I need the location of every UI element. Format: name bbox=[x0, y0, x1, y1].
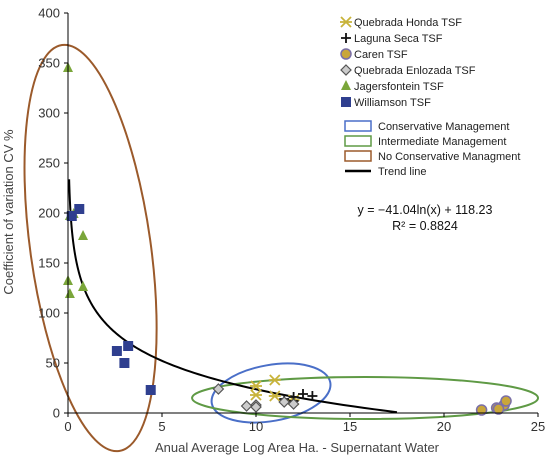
data-point bbox=[307, 391, 318, 401]
legend-entry: Quebrada Enlozada TSF bbox=[354, 65, 476, 77]
y-axis-title: Coefficient of variation CV % bbox=[1, 129, 16, 295]
legend-swatch bbox=[344, 150, 372, 162]
data-point bbox=[298, 389, 308, 399]
legend-marker bbox=[341, 33, 351, 43]
data-point bbox=[492, 403, 505, 415]
x-tick-label: 0 bbox=[64, 419, 71, 434]
data-points bbox=[63, 62, 512, 416]
data-point bbox=[78, 230, 89, 240]
data-point bbox=[78, 281, 89, 291]
legend-marker bbox=[341, 80, 351, 90]
data-point bbox=[111, 346, 122, 356]
legend-entry: Intermediate Management bbox=[378, 136, 506, 148]
x-tick-label: 10 bbox=[249, 419, 263, 434]
legend-entry: Caren TSF bbox=[354, 49, 408, 61]
legend-entry: Jagersfontein TSF bbox=[354, 81, 444, 93]
data-point bbox=[145, 385, 156, 395]
y-tick-label: 150 bbox=[38, 256, 60, 271]
data-point bbox=[287, 398, 300, 410]
legend-marker bbox=[340, 64, 352, 76]
data-point bbox=[240, 400, 253, 412]
x-tick-label: 5 bbox=[158, 419, 165, 434]
legend-entry: Williamson TSF bbox=[354, 97, 431, 109]
legend-entry: Trend line bbox=[378, 166, 427, 178]
management-ellipse bbox=[210, 362, 332, 424]
legend-swatch bbox=[344, 120, 372, 132]
data-point bbox=[212, 383, 225, 395]
y-tick-label: 350 bbox=[38, 56, 60, 71]
data-point bbox=[119, 358, 130, 368]
r-squared: R² = 0.8824 bbox=[392, 219, 458, 233]
data-point bbox=[500, 395, 512, 407]
management-ellipse bbox=[191, 376, 540, 420]
trend-equation: y = −41.04ln(x) + 118.23 bbox=[358, 203, 493, 217]
x-tick-label: 25 bbox=[531, 419, 545, 434]
data-point bbox=[66, 211, 77, 221]
y-tick-label: 100 bbox=[38, 306, 60, 321]
x-tick-label: 15 bbox=[343, 419, 357, 434]
legend: Quebrada Honda TSF Laguna Seca TSF Caren T… bbox=[340, 16, 520, 178]
management-ellipse bbox=[23, 43, 158, 453]
data-point bbox=[64, 288, 75, 298]
legend-swatch bbox=[344, 135, 372, 147]
data-point bbox=[123, 341, 134, 351]
y-tick-label: 400 bbox=[38, 6, 60, 21]
y-tick-label: 50 bbox=[46, 356, 60, 371]
x-tick-label: 20 bbox=[437, 419, 451, 434]
y-tick-label: 0 bbox=[53, 406, 60, 421]
data-point bbox=[250, 389, 262, 401]
data-point bbox=[250, 380, 262, 392]
legend-marker bbox=[341, 97, 351, 107]
data-point bbox=[250, 401, 262, 413]
legend-entry: Laguna Seca TSF bbox=[354, 33, 443, 45]
legend-marker bbox=[340, 16, 352, 28]
legend-entry: Quebrada Honda TSF bbox=[354, 17, 462, 29]
data-point bbox=[74, 204, 85, 214]
y-tick-label: 300 bbox=[38, 106, 60, 121]
x-axis-title: Anual Average Log Area Ha. - Supernatant… bbox=[155, 440, 440, 455]
data-point bbox=[278, 396, 291, 408]
legend-marker bbox=[340, 48, 352, 60]
y-tick-label: 200 bbox=[38, 206, 60, 221]
y-tick-label: 250 bbox=[38, 156, 60, 171]
data-point bbox=[268, 374, 281, 386]
legend-entry: Conservative Management bbox=[378, 121, 509, 133]
management-ellipses bbox=[23, 43, 540, 453]
axes: 0 50 100 150 200 250 300 350 400 0 5 10 15 20 25 bbox=[38, 6, 545, 435]
data-point bbox=[268, 390, 281, 402]
legend-entry: No Conservative Managment bbox=[378, 151, 520, 163]
